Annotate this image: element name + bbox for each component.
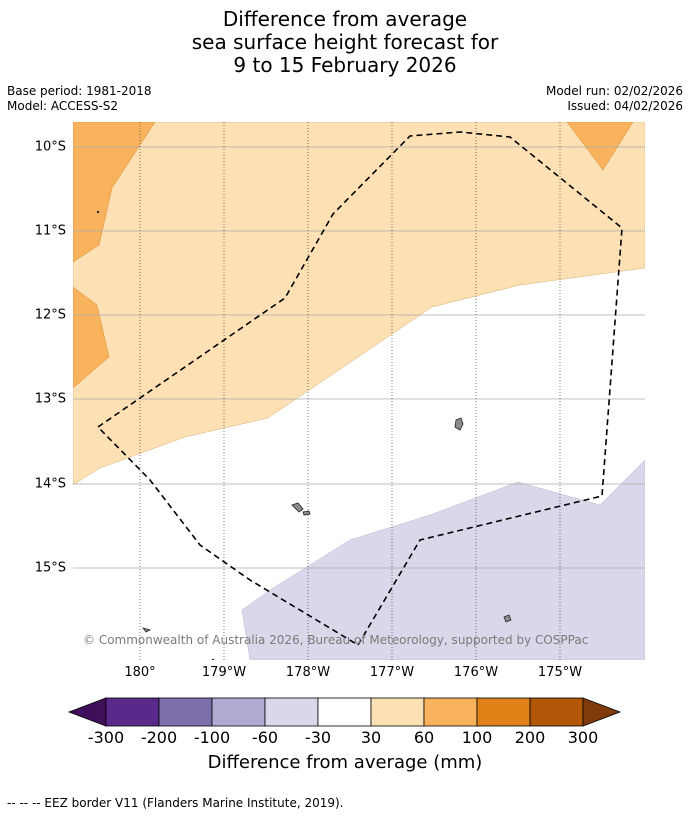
lat-label-10s: 10°S	[34, 139, 66, 155]
legend-tick-label: -100	[193, 728, 231, 747]
legend-tick-label: 200	[514, 728, 546, 747]
anomaly-region-minus30-minus60	[241, 459, 645, 660]
title-line-3: 9 to 15 February 2026	[233, 53, 457, 77]
title-line-2: sea surface height forecast for	[191, 30, 499, 54]
island-f	[96, 210, 100, 214]
island-d	[503, 614, 512, 623]
anomaly-region-60-100-c	[566, 122, 634, 171]
page-title: Difference from average sea surface heig…	[0, 8, 690, 77]
lon-label-175w: 175°W	[537, 665, 583, 680]
legend-swatch-9	[529, 697, 584, 727]
lon-label-177w: 177°W	[369, 665, 415, 680]
legend-tick-label: 300	[567, 728, 599, 747]
legend-swatch-7	[423, 697, 478, 727]
legend-tick-label: -60	[251, 728, 279, 747]
meta-left: Base period: 1981-2018 Model: ACCESS-S2	[7, 84, 152, 114]
title-line-1: Difference from average	[222, 7, 468, 31]
legend-swatch-5	[317, 697, 372, 727]
lon-label-180: 180°	[124, 665, 156, 680]
island-e	[141, 627, 152, 633]
legend-swatch-4	[264, 697, 319, 727]
lat-label-13s: 13°S	[34, 391, 66, 407]
map-area	[73, 122, 645, 660]
lon-label-178w: 178°W	[285, 665, 331, 680]
islands	[96, 210, 512, 660]
issued-date: Issued: 04/02/2026	[567, 99, 683, 113]
lon-label-179w: 179°W	[201, 665, 247, 680]
legend-title: Difference from average (mm)	[207, 752, 483, 773]
legend-extension-low	[67, 697, 107, 727]
eez-border	[97, 131, 623, 647]
island-a	[454, 417, 464, 431]
model-run: Model run: 02/02/2026	[545, 84, 683, 98]
legend-tick-label: -300	[87, 728, 125, 747]
legend-tick-label: -200	[140, 728, 178, 747]
island-b	[291, 502, 304, 513]
legend-swatch-6	[370, 697, 425, 727]
model-name: Model: ACCESS-S2	[7, 99, 119, 113]
anomaly-region-60-100-b	[73, 286, 110, 389]
legend-swatch-1	[105, 697, 160, 727]
island-c	[302, 510, 311, 516]
anomaly-region-60-100-a	[73, 122, 156, 263]
lat-label-12s: 12°S	[34, 307, 66, 323]
legend-tick-label: 100	[461, 728, 493, 747]
copyright-notice: © Commonwealth of Australia 2026, Bureau…	[83, 633, 589, 647]
base-period: Base period: 1981-2018	[7, 84, 152, 98]
legend-extension-high	[582, 697, 622, 727]
legend-swatch-2	[158, 697, 213, 727]
lat-label-11s: 11°S	[34, 223, 66, 239]
legend-tick-label: -30	[304, 728, 332, 747]
meta-right: Model run: 02/02/2026 Issued: 04/02/2026	[546, 84, 683, 114]
eez-footnote: -- -- -- EEZ border V11 (Flanders Marine…	[7, 796, 344, 810]
legend-colorbar	[67, 697, 622, 727]
lat-label-15s: 15°S	[34, 560, 66, 576]
lon-label-176w: 176°W	[453, 665, 499, 680]
lat-gridlines	[73, 146, 645, 569]
legend-tick-label: 30	[360, 728, 382, 747]
lat-label-14s: 14°S	[34, 476, 66, 492]
anomaly-region-30-60	[73, 122, 645, 486]
island-g	[211, 658, 215, 660]
legend-swatch-8	[476, 697, 531, 727]
legend-tick-label: 60	[413, 728, 435, 747]
legend-swatch-3	[211, 697, 266, 727]
